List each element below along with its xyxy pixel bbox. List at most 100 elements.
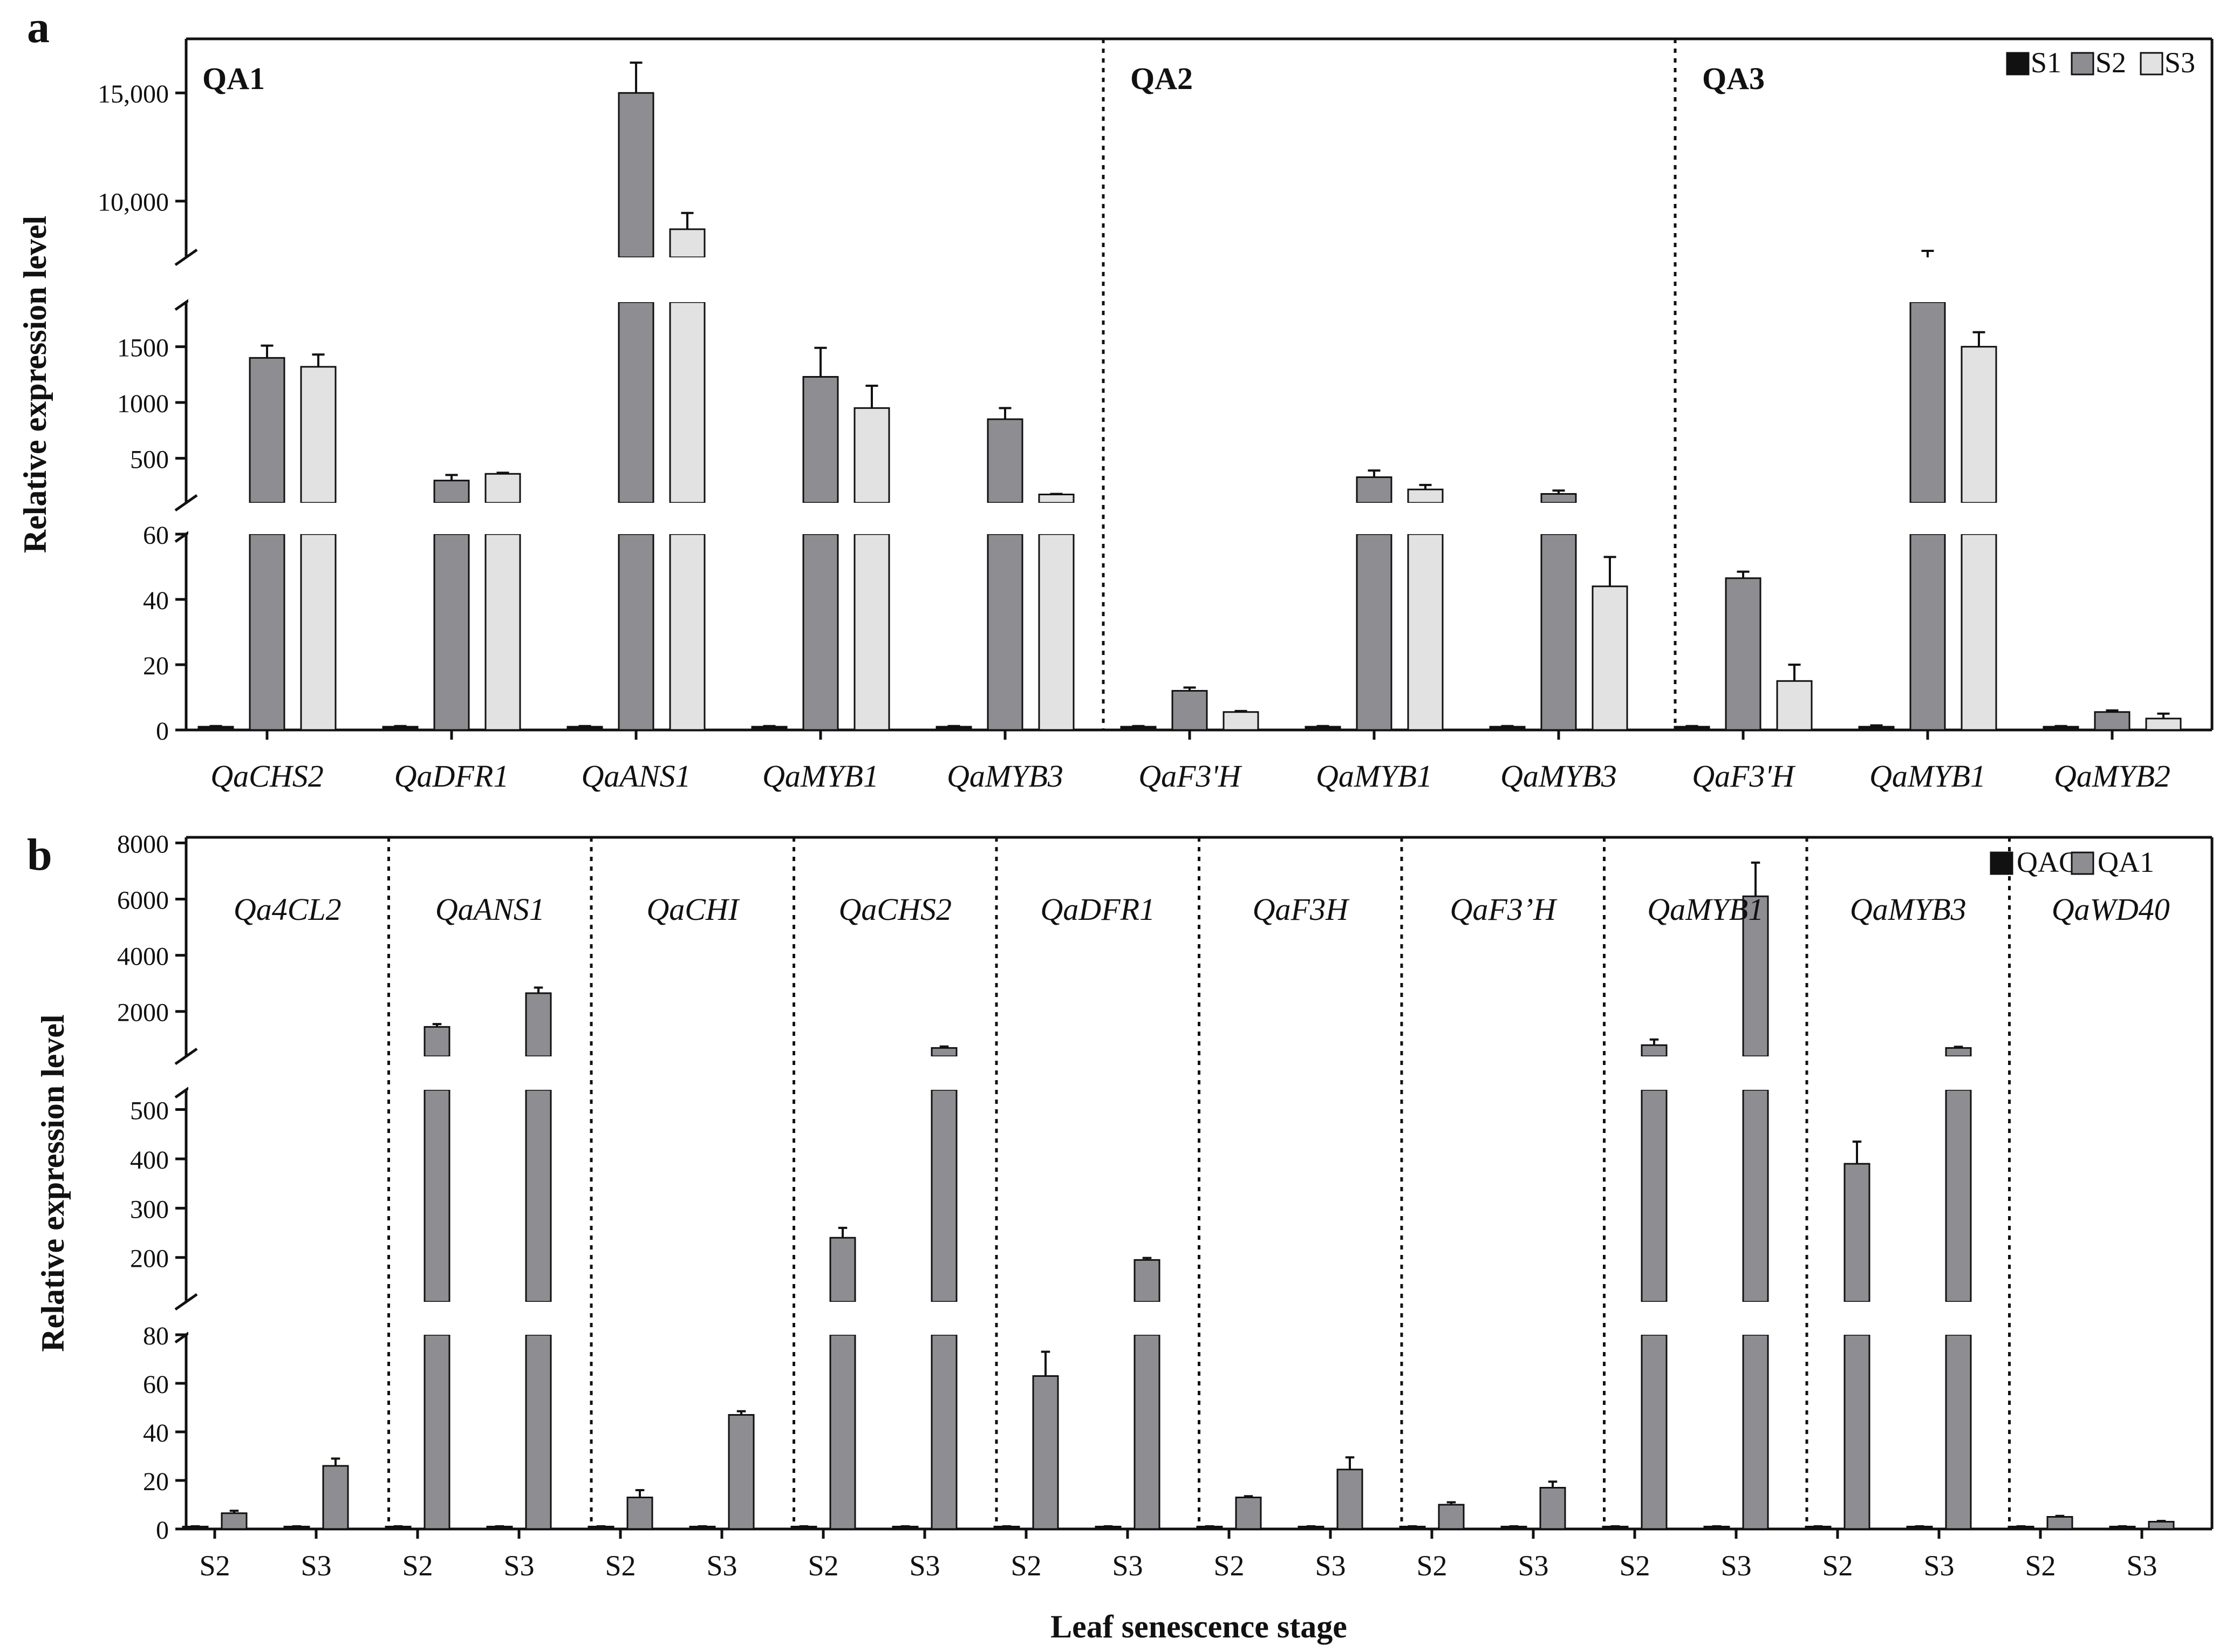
axis-break-mark	[174, 248, 198, 267]
legend-swatch-s3	[2140, 52, 2163, 76]
bar-s3	[1407, 533, 1444, 731]
x-tick-label: QaANS1	[582, 759, 691, 794]
bar-s2	[618, 92, 654, 258]
bar-qa1	[424, 1026, 450, 1057]
bar-s2	[1909, 301, 1946, 504]
panel-b-chart: 0 20 40 60 80 200 300 400 500 2000 4000 6000 8000 Rel…	[27, 830, 2214, 1644]
bar-s3	[669, 301, 706, 504]
x-tick-label: QaMYB2	[2054, 759, 2170, 794]
group-title: QA2	[1130, 61, 1193, 96]
bar-s2	[618, 533, 654, 731]
x-tick-label: S2	[1416, 1549, 1447, 1582]
bar-qa1	[2148, 1521, 2175, 1530]
bar-qa1	[1945, 1047, 1972, 1057]
y-tick-label: 500	[130, 445, 169, 474]
bar-s1	[936, 726, 972, 731]
y-tick-label: 8000	[117, 830, 169, 858]
bar-s2	[1356, 476, 1392, 504]
group-title: QaCHS2	[839, 892, 952, 927]
bar-qa1	[829, 1334, 856, 1530]
bar-s2	[1540, 493, 1577, 504]
bar-s2	[1171, 690, 1208, 731]
x-tick-label: S3	[1720, 1549, 1751, 1582]
bar-qa1	[424, 1334, 450, 1530]
legend-swatch-qa1	[2071, 851, 2094, 875]
bar-s2	[987, 418, 1023, 504]
bar-s2	[2094, 711, 2131, 731]
bar-qa1	[1641, 1089, 1668, 1303]
bar-s2	[1909, 533, 1946, 731]
x-tick-label: S2	[1213, 1549, 1244, 1582]
x-tick-label: QaMYB1	[762, 759, 879, 794]
bar-s3	[1776, 680, 1813, 731]
bar-s3	[669, 228, 706, 258]
bar-s2	[1540, 533, 1577, 731]
bar-s2	[1356, 533, 1392, 731]
bar-s3	[1223, 711, 1259, 731]
y-tick-label: 60	[143, 1370, 169, 1399]
y-tick-label: 400	[130, 1146, 169, 1175]
x-tick-label: S2	[1822, 1549, 1853, 1582]
bar-s3	[1038, 494, 1075, 504]
y-axis-label: Relative expression level	[17, 216, 53, 553]
bar-qa1	[525, 1089, 552, 1303]
panel-label: a	[27, 2, 50, 52]
axis-break-gap	[188, 503, 2210, 534]
y-tick-label: 20	[143, 652, 169, 680]
y-tick-label: 40	[143, 1419, 169, 1448]
bar-s3	[300, 533, 337, 731]
x-tick-label: S3	[1518, 1549, 1548, 1582]
group-title: QaANS1	[435, 892, 545, 927]
bar-qa1	[1843, 1334, 1870, 1530]
bar-s1	[197, 726, 234, 731]
bar-s2	[249, 357, 285, 504]
bar-qa1	[1032, 1375, 1059, 1530]
legend-label: S3	[2164, 46, 2195, 79]
legend-label: QA1	[2098, 846, 2154, 878]
axis-break-mark	[174, 1293, 198, 1311]
x-tick-label: S2	[199, 1549, 230, 1582]
axis-break-gap	[188, 257, 2210, 302]
bar-qa1	[1134, 1334, 1160, 1530]
x-tick-label: QaF3'H	[1692, 759, 1796, 794]
x-tick-label: QaMYB3	[947, 759, 1063, 794]
group-title: QaDFR1	[1040, 892, 1155, 927]
x-tick-label: S3	[909, 1549, 940, 1582]
y-tick-label: 500	[130, 1097, 169, 1125]
x-axis-label: Leaf senescence stage	[1050, 1609, 1347, 1644]
bar-s3	[1961, 346, 1997, 504]
bar-s3	[1961, 533, 1997, 731]
x-tick-label: S3	[503, 1549, 534, 1582]
bar-qa1	[1539, 1487, 1566, 1530]
axis-break-mark	[174, 494, 198, 512]
bar-s1	[1858, 726, 1895, 731]
bar-s1	[2043, 726, 2079, 731]
legend-swatch-s1	[2006, 52, 2030, 76]
x-tick-label: QaCHS2	[210, 759, 323, 794]
x-tick-label: QaMYB1	[1316, 759, 1432, 794]
bar-qa1	[931, 1334, 958, 1530]
x-tick-label: QaF3'H	[1138, 759, 1242, 794]
y-tick-label: 80	[143, 1322, 169, 1350]
x-tick-label: S2	[402, 1549, 433, 1582]
bar-qa1	[322, 1465, 349, 1530]
y-tick-label: 2000	[117, 999, 169, 1027]
x-tick-label: S3	[1112, 1549, 1143, 1582]
legend-label: S2	[2095, 46, 2126, 79]
bar-s3	[853, 407, 890, 504]
x-tick-label: S3	[1315, 1549, 1346, 1582]
x-tick-label: S2	[1619, 1549, 1650, 1582]
y-tick-label: 0	[156, 1516, 169, 1545]
bar-qa1	[1235, 1497, 1262, 1530]
bar-s3	[2145, 718, 2182, 731]
bar-qa1	[626, 1497, 653, 1530]
bar-s2	[618, 301, 654, 504]
group-title: QaMYB1	[1647, 892, 1764, 927]
group-title: QaMYB3	[1850, 892, 1966, 927]
bar-s1	[1305, 726, 1341, 731]
group-title: QaWD40	[2052, 892, 2170, 927]
y-tick-label: 200	[130, 1245, 169, 1273]
bar-qa1	[1438, 1504, 1465, 1530]
y-axis-label: Relative expression level	[35, 1014, 71, 1351]
